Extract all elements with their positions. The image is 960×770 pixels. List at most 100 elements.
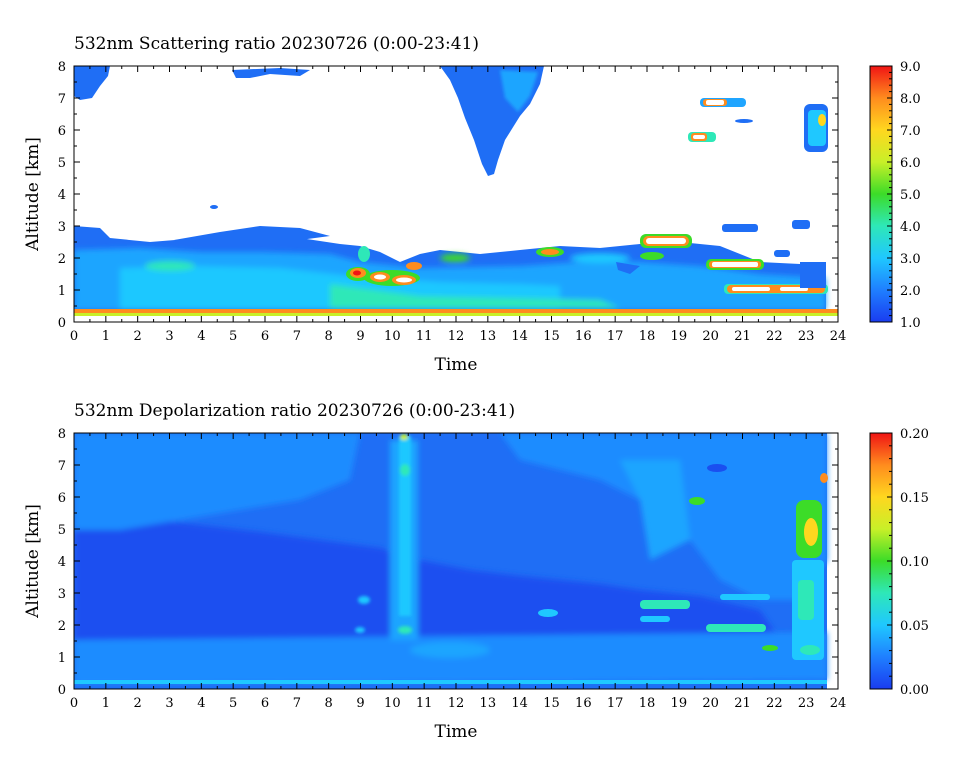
depolarization-x-tick-label: 8 <box>325 696 333 711</box>
depolarization-x-tick-label: 2 <box>134 696 142 711</box>
scattering-y-tick-label: 5 <box>58 156 66 171</box>
scattering-x-tick-label: 15 <box>543 329 560 344</box>
depolarization-x-tick-label: 23 <box>798 696 815 711</box>
depolarization-x-tick-label: 3 <box>165 696 173 711</box>
depolarization-colorbar-tick-label: 0.05 <box>900 619 929 634</box>
scattering-colorbar-tick-label: 3.0 <box>900 252 921 267</box>
scattering-x-tick-label: 21 <box>734 329 751 344</box>
scattering-y-tick-label: 1 <box>58 284 66 299</box>
depolarization-x-tick-label: 4 <box>197 696 205 711</box>
scattering-axes: 0 1 2 3 4 5 6 7 8 9 10 11 12 13 14 15 16 17 18 19 20 21 22 23 24… <box>58 60 847 344</box>
scattering-x-tick-label: 1 <box>102 329 110 344</box>
scattering-colorbar-tick-label: 4.0 <box>900 220 921 235</box>
scattering-x-tick-label: 3 <box>165 329 173 344</box>
scattering-x-tick-label: 20 <box>702 329 719 344</box>
depolarization-x-tick-label: 19 <box>671 696 688 711</box>
depolarization-colorbar-tick-label: 0.00 <box>900 683 929 698</box>
depolarization-ratio-panel: 532nm Depolarization ratio 20230726 (0:0… <box>23 401 929 742</box>
depolarization-axes: 0 1 2 3 4 5 6 7 8 9 10 11 12 13 14 15 16 17 18 19 20 21 22 23 24… <box>58 427 847 711</box>
scattering-cloud-15h <box>536 247 564 257</box>
scattering-x-tick-label: 12 <box>448 329 465 344</box>
scattering-x-tick-label: 17 <box>607 329 624 344</box>
scattering-x-tick-label: 23 <box>798 329 815 344</box>
scattering-cloud-10h <box>364 262 422 286</box>
scattering-ratio-title: 532nm Scattering ratio 20230726 (0:00-23… <box>74 34 479 54</box>
depolarization-y-label: Altitude [km] <box>23 504 43 619</box>
depolarization-y-tick-label: 7 <box>58 459 66 474</box>
depolarization-x-tick-label: 20 <box>702 696 719 711</box>
scattering-x-tick-label: 22 <box>766 329 783 344</box>
depolarization-x-tick-label: 0 <box>70 696 78 711</box>
scattering-ratio-field <box>74 66 838 322</box>
depolarization-y-tick-label: 8 <box>58 427 66 442</box>
depolarization-ratio-title: 532nm Depolarization ratio 20230726 (0:0… <box>74 401 515 421</box>
depolarization-x-tick-label: 18 <box>639 696 656 711</box>
scattering-y-tick-label: 4 <box>58 188 66 203</box>
scattering-colorbar-tick-label: 1.0 <box>900 316 921 331</box>
scattering-y-label: Altitude [km] <box>23 137 43 252</box>
scattering-y-tick-label: 7 <box>58 92 66 107</box>
scattering-x-tick-label: 8 <box>325 329 333 344</box>
scattering-colorbar-tick-label: 8.0 <box>900 92 921 107</box>
depolarization-y-tick-label: 2 <box>58 619 66 634</box>
depolarization-x-tick-label: 1 <box>102 696 110 711</box>
scattering-x-tick-label: 11 <box>416 329 433 344</box>
depolarization-layer-21h <box>706 594 778 651</box>
depolarization-x-tick-label: 16 <box>575 696 592 711</box>
scattering-colorbar-tick-label: 6.0 <box>900 156 921 171</box>
scattering-x-tick-label: 24 <box>830 329 847 344</box>
depolarization-x-tick-label: 5 <box>229 696 237 711</box>
depolarization-y-tick-label: 1 <box>58 651 66 666</box>
scattering-x-tick-label: 5 <box>229 329 237 344</box>
depolarization-layer-18h <box>640 600 690 622</box>
depolarization-x-tick-label: 7 <box>293 696 301 711</box>
scattering-colorbar: 1.0 2.0 3.0 4.0 5.0 6.0 7.0 8.0 9.0 <box>869 60 921 331</box>
depolarization-x-tick-label: 24 <box>830 696 847 711</box>
scattering-x-tick-label: 13 <box>480 329 497 344</box>
scattering-y-tick-label: 8 <box>58 60 66 75</box>
scattering-cloud-0h <box>74 66 110 100</box>
depolarization-ratio-field <box>74 433 838 689</box>
scattering-x-tick-label: 19 <box>671 329 688 344</box>
depolarization-x-tick-label: 9 <box>356 696 364 711</box>
depolarization-x-tick-label: 10 <box>384 696 401 711</box>
scattering-cloud-9h <box>346 246 370 281</box>
scattering-x-tick-label: 7 <box>293 329 301 344</box>
scattering-y-tick-label: 0 <box>58 316 66 331</box>
scattering-x-tick-label: 0 <box>70 329 78 344</box>
depolarization-x-tick-label: 17 <box>607 696 624 711</box>
depolarization-column-10h <box>355 434 412 634</box>
scattering-x-tick-label: 9 <box>356 329 364 344</box>
scattering-x-tick-label: 18 <box>639 329 656 344</box>
depolarization-x-tick-label: 11 <box>416 696 433 711</box>
scattering-x-tick-label: 4 <box>197 329 205 344</box>
depolarization-y-tick-label: 6 <box>58 491 66 506</box>
depolarization-colorbar: 0.00 0.05 0.10 0.15 0.20 <box>869 427 929 698</box>
depolarization-x-tick-label: 6 <box>261 696 269 711</box>
scattering-cloud-18h <box>640 234 692 260</box>
scattering-ratio-panel: 532nm Scattering ratio 20230726 (0:00-23… <box>23 34 921 375</box>
scattering-cloud-20h-high <box>700 98 746 107</box>
depolarization-colorbar-tick-label: 0.20 <box>900 427 929 442</box>
scattering-cloud-23h-high <box>804 104 828 152</box>
depolarization-y-tick-label: 5 <box>58 523 66 538</box>
scattering-y-tick-label: 2 <box>58 252 66 267</box>
scattering-x-tick-label: 10 <box>384 329 401 344</box>
scattering-x-label: Time <box>435 355 478 375</box>
scattering-y-tick-label: 6 <box>58 124 66 139</box>
depolarization-x-tick-label: 12 <box>448 696 465 711</box>
scattering-y-tick-label: 3 <box>58 220 66 235</box>
depolarization-x-tick-label: 14 <box>511 696 528 711</box>
scattering-x-tick-label: 2 <box>134 329 142 344</box>
scattering-colorbar-tick-label: 7.0 <box>900 124 921 139</box>
scattering-cloud-19h-high <box>688 132 716 142</box>
depolarization-cloud-23h <box>792 473 828 660</box>
depolarization-x-tick-label: 21 <box>734 696 751 711</box>
scattering-cloud-21h <box>706 259 764 270</box>
depolarization-x-label: Time <box>435 722 478 742</box>
scattering-x-tick-label: 14 <box>511 329 528 344</box>
depolarization-colorbar-tick-label: 0.15 <box>900 491 929 506</box>
scattering-x-tick-label: 6 <box>261 329 269 344</box>
scattering-colorbar-tick-label: 2.0 <box>900 284 921 299</box>
